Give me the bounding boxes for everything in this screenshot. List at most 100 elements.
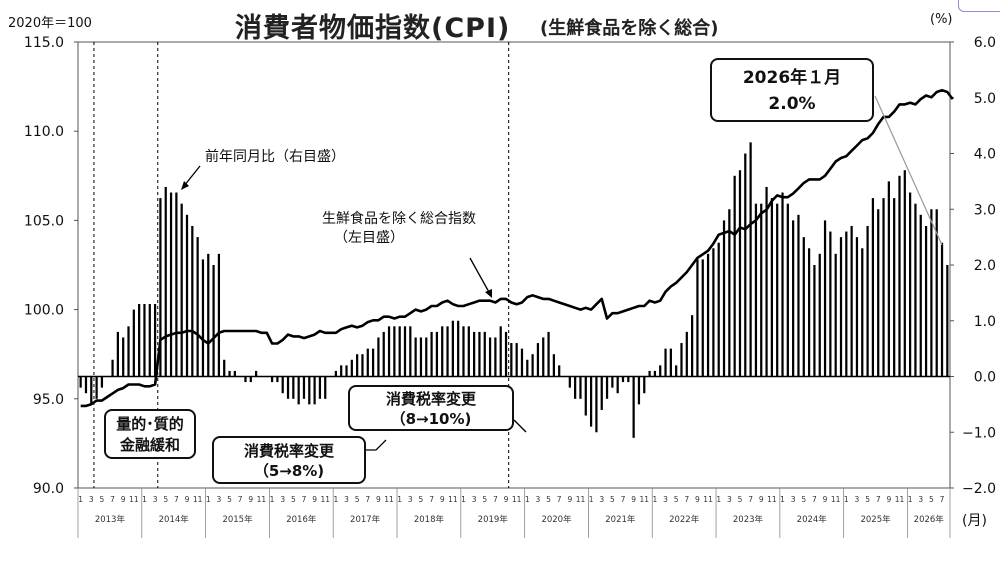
yoy-bar (499, 326, 502, 377)
x-month-tick-label: 3 (536, 495, 541, 504)
yoy-bar (669, 348, 672, 377)
x-month-tick-label: 1 (525, 495, 530, 504)
yoy-bar (435, 331, 439, 377)
yoy-bar (334, 370, 337, 377)
x-month-tick-label: 3 (280, 495, 285, 504)
yoy-bar (653, 370, 657, 377)
yoy-bar (446, 326, 449, 377)
left-axis-tick-label: 95.0 (33, 392, 64, 408)
x-month-tick-label: 5 (865, 495, 870, 504)
latest-value-callout: 2026年１月 2.0% (710, 58, 874, 122)
x-month-tick-label: 11 (448, 495, 458, 504)
x-month-tick-label: 1 (716, 495, 721, 504)
x-month-tick-label: 1 (908, 495, 913, 504)
index-label-line2: （左目盛） (334, 230, 404, 246)
yoy-bar (605, 376, 609, 399)
yoy-bar (302, 376, 306, 399)
x-month-tick-label: 7 (621, 495, 626, 504)
yoy-bar (536, 343, 540, 377)
yoy-bar (728, 209, 731, 377)
yoy-bar (127, 326, 130, 377)
yoy-bar (685, 331, 688, 377)
latest-yoy: 2.0% (768, 94, 816, 114)
yoy-bar (100, 376, 104, 388)
x-month-tick-label: 9 (376, 495, 381, 504)
x-month-tick-label: 1 (270, 495, 275, 504)
x-month-tick-label: 9 (759, 495, 764, 504)
x-month-tick-label: 5 (163, 495, 168, 504)
x-month-tick-label: 3 (727, 495, 732, 504)
x-month-tick-label: 11 (895, 495, 905, 504)
tax-2019-line2: （8→10%) (390, 410, 472, 428)
yoy-bar (478, 331, 481, 377)
left-axis-tick-label: 110.0 (24, 124, 64, 140)
yoy-bar (276, 376, 279, 383)
yoy-bar (786, 203, 789, 377)
yoy-bar (106, 376, 109, 378)
yoy-bar (345, 365, 348, 377)
x-month-tick-label: 11 (257, 495, 267, 504)
yoy-bar (90, 376, 93, 405)
x-year-label: 2023年 (733, 514, 764, 525)
yoy-bar (419, 337, 423, 377)
tax-2014-line1: 消費税率変更 (243, 442, 334, 460)
right-axis-tick-label: 3.0 (974, 202, 996, 218)
yoy-bar (143, 304, 146, 377)
x-year-label: 2019年 (478, 514, 509, 525)
x-month-tick-label: 1 (461, 495, 466, 504)
right-axis-tick-label: −2.0 (962, 481, 996, 497)
yoy-bar (802, 237, 805, 377)
tax-2019-pointer (513, 419, 527, 433)
x-axis: 1 3 5 7 9 11 1 3 5 7 9 11 1 3 5 7 9 11 1 3 5 7 9 11 1 3 5 7 9 11 1 3 5 7 9… (77, 488, 951, 538)
yoy-bar (207, 253, 210, 377)
yoy-bar (834, 253, 837, 377)
x-month-tick-label: 1 (142, 495, 147, 504)
x-month-tick-label: 3 (855, 495, 860, 504)
yoy-bar (760, 203, 763, 377)
yoy-bar (148, 304, 151, 377)
x-month-tick-label: 7 (684, 495, 689, 504)
corner-tab (958, 0, 1000, 12)
yoy-bar (903, 170, 906, 377)
yoy-bar (366, 348, 369, 377)
yoy-bar (877, 209, 880, 377)
tax-2014-callout: 消費税率変更 （5→8%) (212, 436, 366, 484)
x-year-label: 2014年 (159, 514, 190, 525)
yoy-bar (398, 326, 401, 377)
yoy-bar (441, 326, 444, 377)
yoy-bar (169, 192, 173, 377)
x-month-tick-label: 7 (429, 495, 434, 504)
tax-2019-line1: 消費税率変更 (385, 390, 476, 408)
yoy-bar (717, 242, 720, 377)
yoy-bar (504, 331, 508, 377)
x-month-tick-label: 7 (174, 495, 179, 504)
yoy-bar (132, 309, 135, 377)
x-month-tick-label: 9 (248, 495, 253, 504)
x-month-tick-label: 5 (291, 495, 296, 504)
yoy-bar (356, 354, 359, 377)
x-year-label: 2017年 (350, 514, 381, 525)
yoy-bar (520, 348, 524, 377)
x-month-tick-label: 11 (320, 495, 330, 504)
yoy-bar (579, 376, 582, 399)
left-axis-tick-label: 105.0 (24, 213, 64, 229)
right-axis-tick-label: 4.0 (974, 147, 996, 163)
yoy-bar (584, 376, 587, 416)
yoy-bar (361, 354, 364, 377)
yoy-bar (558, 365, 561, 377)
x-month-tick-label: 5 (227, 495, 232, 504)
yoy-bar (138, 304, 141, 377)
yoy-bar (887, 181, 890, 377)
x-month-tick-label: 7 (302, 495, 307, 504)
yoy-bar (531, 354, 534, 377)
yoy-bar (552, 354, 555, 377)
yoy-bar (297, 376, 300, 405)
yoy-bar (350, 359, 353, 377)
x-month-tick-label: 9 (312, 495, 317, 504)
yoy-label-arrowhead (181, 181, 189, 190)
yoy-bar (643, 376, 646, 394)
yoy-bar (882, 198, 885, 377)
yoy-bar (691, 315, 694, 377)
x-month-tick-label: 9 (631, 495, 636, 504)
qqe-callout: 量的･質的 金融緩和 (104, 409, 196, 459)
